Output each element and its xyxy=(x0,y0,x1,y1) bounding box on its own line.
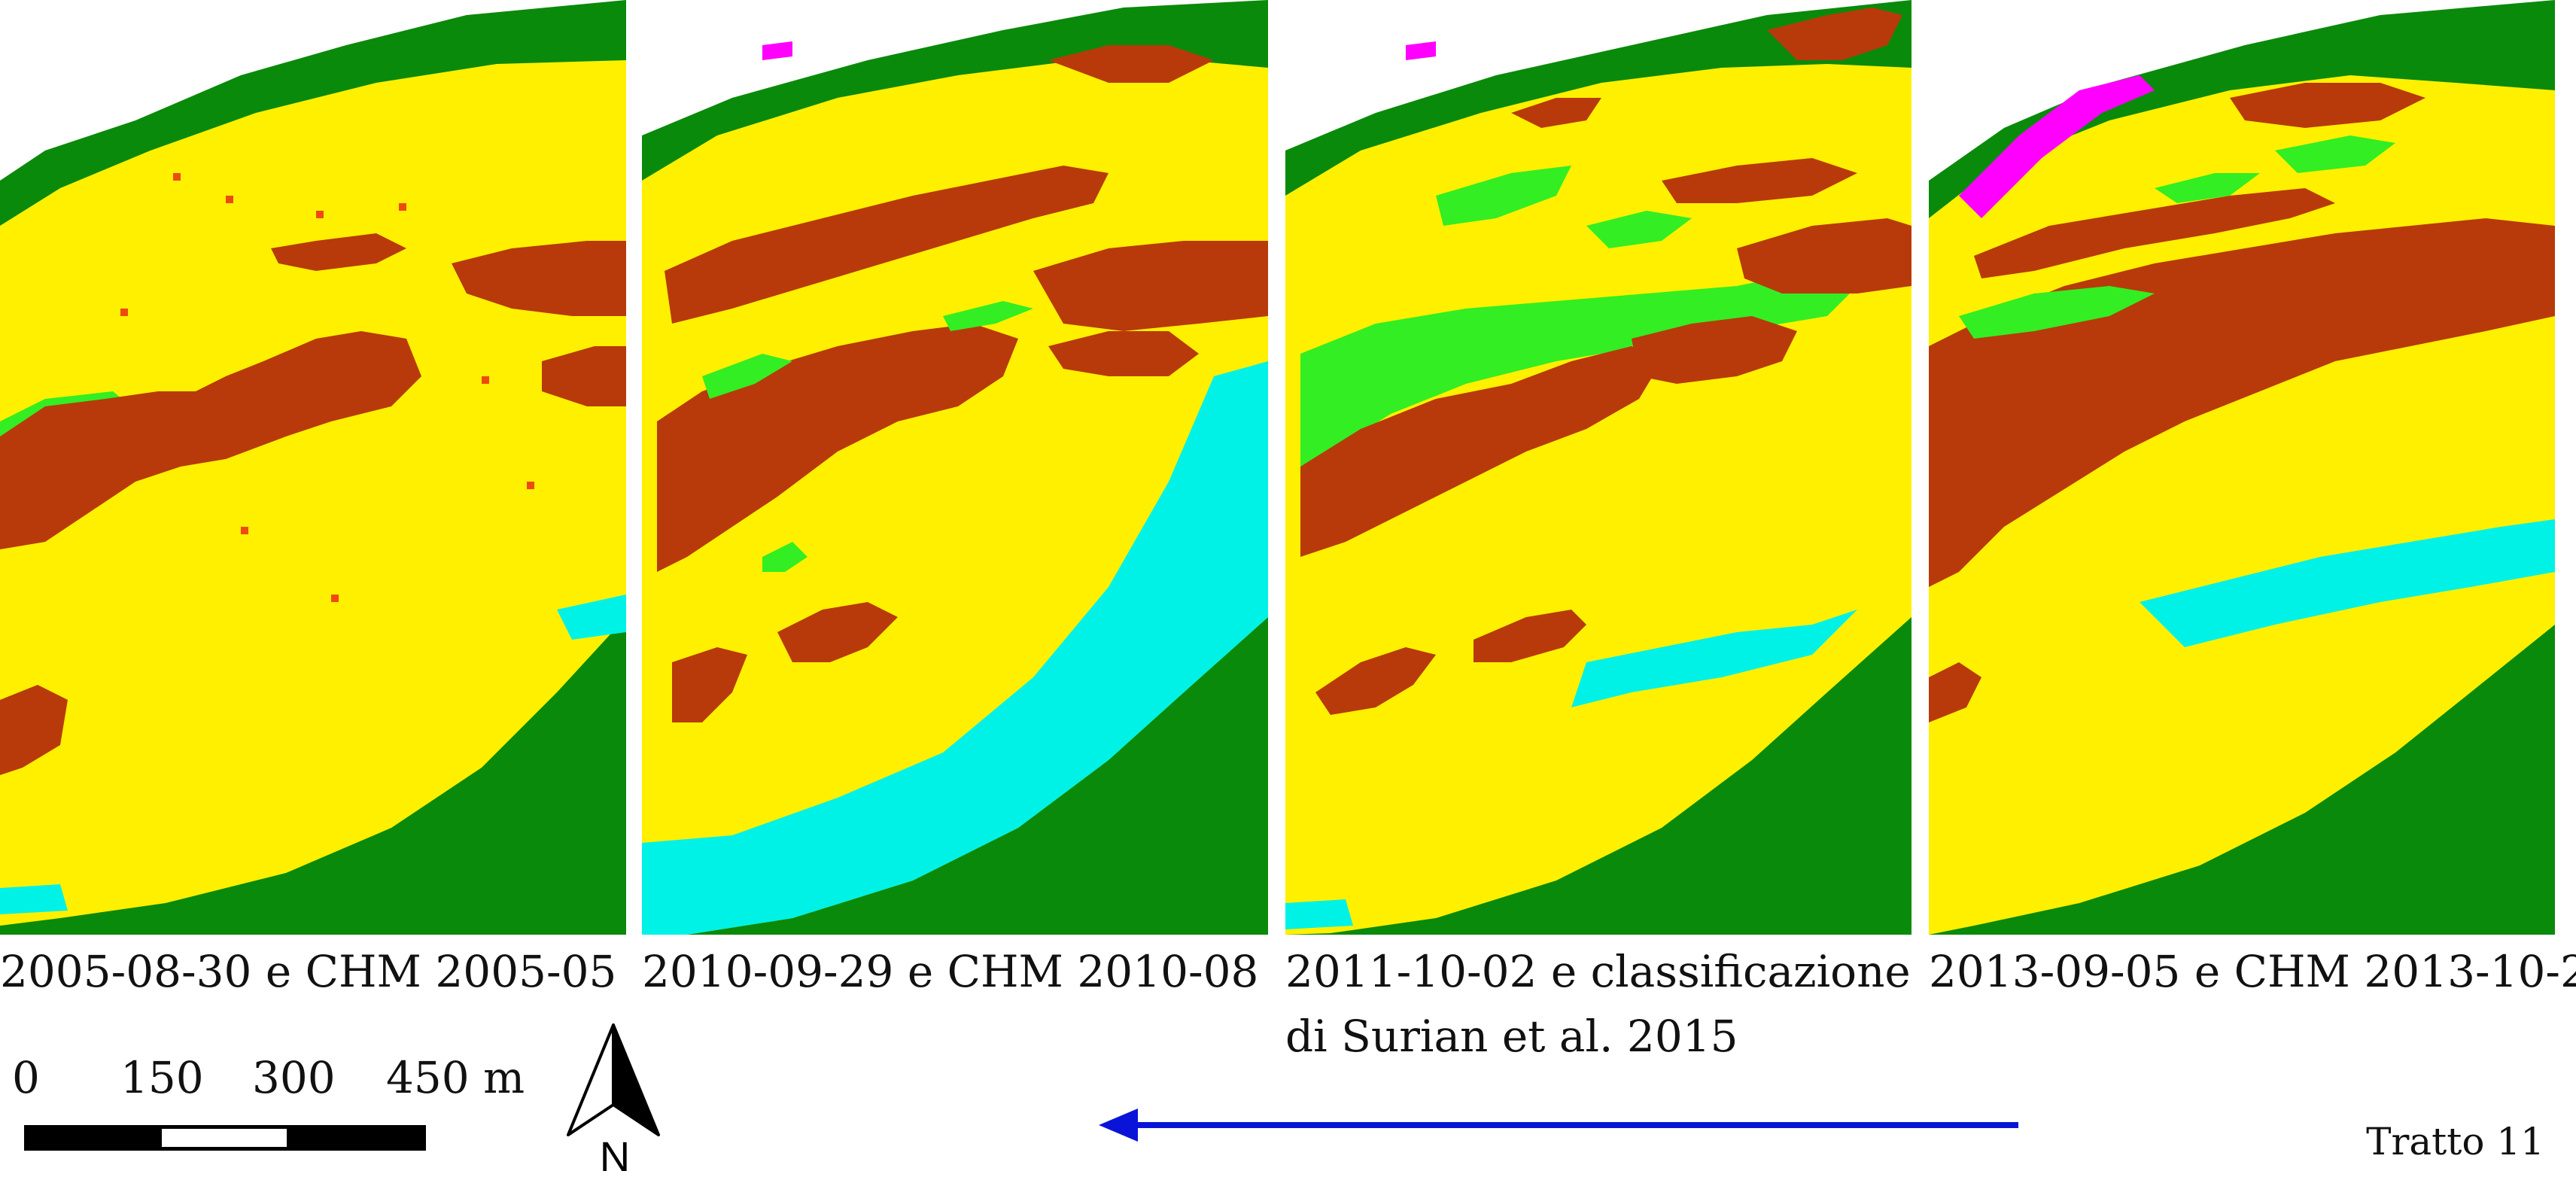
caption-2013: 2013-09-05 e CHM 2013-10-22 xyxy=(1929,939,2576,1004)
left-arrow-icon xyxy=(1099,1109,2018,1142)
caption-2005: 2005-08-30 e CHM 2005-05 xyxy=(0,939,616,1004)
north-arrow: N xyxy=(561,1022,681,1177)
map-panel-2005 xyxy=(0,0,626,935)
north-label: N xyxy=(600,1133,630,1174)
map-2005-graphic xyxy=(0,0,626,935)
map-panel-2013 xyxy=(1929,0,2555,935)
map-2013-graphic xyxy=(1929,0,2555,935)
caption-line: 2005-08-30 e CHM 2005-05 xyxy=(0,946,617,997)
caption-2010: 2010-09-29 e CHM 2010-08 xyxy=(642,939,1258,1004)
section-label: Tratto 11 xyxy=(2366,1120,2544,1163)
north-arrow-icon: N xyxy=(567,1023,660,1177)
flow-direction-arrow xyxy=(1099,1102,2018,1148)
scale-label-150: 150 xyxy=(120,1052,204,1103)
scale-label-450m: 450 m xyxy=(386,1052,525,1103)
scale-label-0: 0 xyxy=(12,1052,40,1103)
caption-line: di Surian et al. 2015 xyxy=(1285,1011,1738,1062)
map-panel-2010 xyxy=(642,0,1268,935)
scale-segment-2 xyxy=(158,1125,290,1151)
caption-line: 2011-10-02 e classificazione xyxy=(1285,946,1911,997)
caption-line: 2010-09-29 e CHM 2010-08 xyxy=(642,946,1259,997)
map-panel-2011 xyxy=(1285,0,1911,935)
map-2011-graphic xyxy=(1285,0,1911,935)
map-2010-graphic xyxy=(642,0,1268,935)
scale-segment-3 xyxy=(290,1125,426,1151)
scale-label-300: 300 xyxy=(252,1052,336,1103)
scale-segment-1 xyxy=(24,1125,158,1151)
caption-2011: 2011-10-02 e classificazione di Surian e… xyxy=(1285,939,1911,1069)
caption-line: 2013-09-05 e CHM 2013-10-22 xyxy=(1929,946,2576,997)
